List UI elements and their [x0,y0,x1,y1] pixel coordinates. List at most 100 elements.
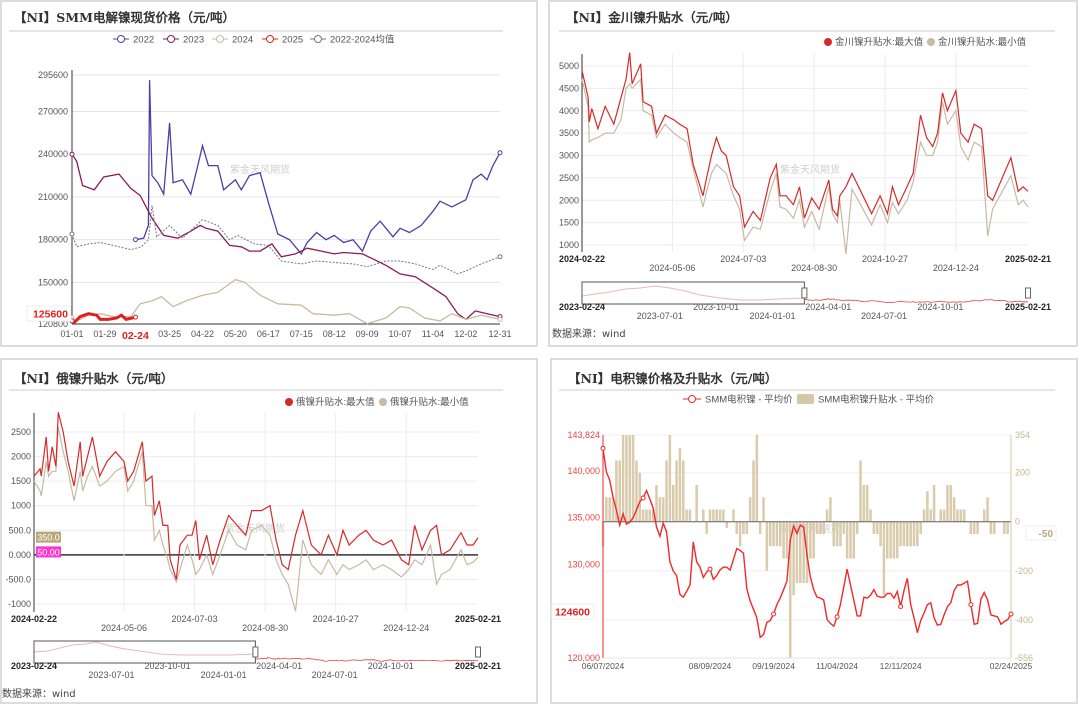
legend-item-2025[interactable]: 2025 [262,35,303,46]
premium-bar[interactable] [712,509,715,522]
premium-bar[interactable] [926,491,929,522]
premium-bar[interactable] [875,521,879,535]
premium-bar[interactable] [725,521,728,528]
legend-item-max[interactable]: 金川镍升贴水:最大值 [824,36,924,48]
premium-bar[interactable] [799,521,802,584]
price-line[interactable] [602,448,1012,639]
premium-bar[interactable] [608,497,611,522]
premium-bar[interactable] [946,484,949,522]
premium-bar[interactable] [792,521,795,596]
premium-bar[interactable] [605,497,608,522]
premium-bar[interactable] [782,521,785,559]
premium-bar[interactable] [682,460,685,522]
premium-bar[interactable] [765,521,769,571]
premium-bar[interactable] [815,521,819,535]
premium-bar[interactable] [972,521,976,535]
premium-bar[interactable] [899,521,902,547]
legend-item-2022[interactable]: 2022 [113,35,154,46]
legend-item-2024[interactable]: 2024 [212,35,253,46]
premium-bar[interactable] [671,484,675,522]
navigator-handle[interactable] [801,287,808,299]
premium-bar[interactable] [819,521,822,535]
premium-bar[interactable] [785,521,789,559]
premium-bar[interactable] [865,484,869,522]
premium-bar[interactable] [1006,521,1009,535]
premium-bar[interactable] [829,497,832,522]
premium-bar[interactable] [896,521,899,559]
premium-bar[interactable] [962,509,966,522]
premium-bar[interactable] [789,521,792,658]
premium-bar[interactable] [855,521,859,535]
series-line-max[interactable] [33,412,479,580]
premium-bar[interactable] [758,521,762,535]
premium-bar[interactable] [635,460,638,522]
premium-bar[interactable] [618,460,621,522]
range-navigator[interactable] [33,640,481,664]
premium-bar[interactable] [922,509,926,522]
premium-bar[interactable] [809,521,812,559]
premium-bar[interactable] [872,521,876,535]
premium-bar[interactable] [852,521,856,559]
premium-bar[interactable] [976,521,979,535]
premium-bar[interactable] [645,509,648,522]
premium-bar[interactable] [802,521,805,584]
premium-bar[interactable] [732,509,735,522]
premium-bar[interactable] [795,521,799,584]
series-line-min[interactable] [581,78,1029,255]
premium-bar[interactable] [835,521,839,547]
premium-bar[interactable] [695,484,698,522]
premium-bar[interactable] [889,521,892,559]
premium-bar[interactable] [879,521,882,547]
legend-item-price[interactable]: SMM电积镍 - 平均价 [683,394,793,406]
premium-bar[interactable] [718,509,722,522]
premium-bar[interactable] [956,509,959,522]
series-line-2025[interactable] [71,312,136,325]
premium-bar[interactable] [932,484,936,522]
premium-bar[interactable] [892,521,896,559]
premium-bar[interactable] [902,521,906,547]
series-line-2023[interactable] [71,153,501,321]
premium-bar[interactable] [969,521,973,535]
premium-bar[interactable] [832,521,836,547]
premium-bar[interactable] [708,509,712,522]
premium-bar[interactable] [862,484,866,522]
premium-bar[interactable] [919,521,922,535]
navigator-handle[interactable] [252,646,259,658]
premium-bar[interactable] [655,484,658,522]
premium-bar[interactable] [778,521,782,547]
premium-bar[interactable] [648,509,652,522]
premium-bar[interactable] [702,509,705,522]
premium-bar[interactable] [772,521,775,547]
premium-bar[interactable] [825,509,829,522]
premium-bar[interactable] [986,497,989,522]
premium-bar[interactable] [869,509,872,522]
premium-bar[interactable] [839,521,842,547]
premium-bar[interactable] [665,460,668,522]
premium-bar[interactable] [959,509,963,522]
premium-bar[interactable] [989,521,993,535]
premium-bar[interactable] [993,521,996,535]
premium-bar[interactable] [615,460,618,522]
premium-bar[interactable] [658,497,662,522]
series-line-max[interactable] [581,52,1029,229]
legend-item-2022-2024均值[interactable]: 2022-2024均值 [310,34,395,46]
series-line-2024[interactable] [71,278,501,325]
premium-bar[interactable] [628,435,632,522]
premium-bar[interactable] [641,509,645,522]
legend-item-premium[interactable]: SMM电积镍升贴水 - 平均价 [797,394,935,406]
premium-bar[interactable] [735,521,739,535]
navigator-handle[interactable] [1025,287,1031,299]
navigator-handle[interactable] [475,646,481,658]
premium-bar[interactable] [611,497,615,522]
premium-bar[interactable] [909,521,912,547]
legend-item-min[interactable]: 金川镍升贴水:最小值 [927,36,1027,48]
premium-bar[interactable] [939,509,943,522]
premium-bar[interactable] [651,509,655,522]
premium-bar[interactable] [745,521,749,535]
premium-bar[interactable] [742,521,745,535]
premium-bar[interactable] [668,435,672,522]
premium-bar[interactable] [849,521,852,559]
premium-bar[interactable] [762,497,765,522]
premium-bar[interactable] [738,521,742,547]
premium-bar[interactable] [722,509,725,522]
